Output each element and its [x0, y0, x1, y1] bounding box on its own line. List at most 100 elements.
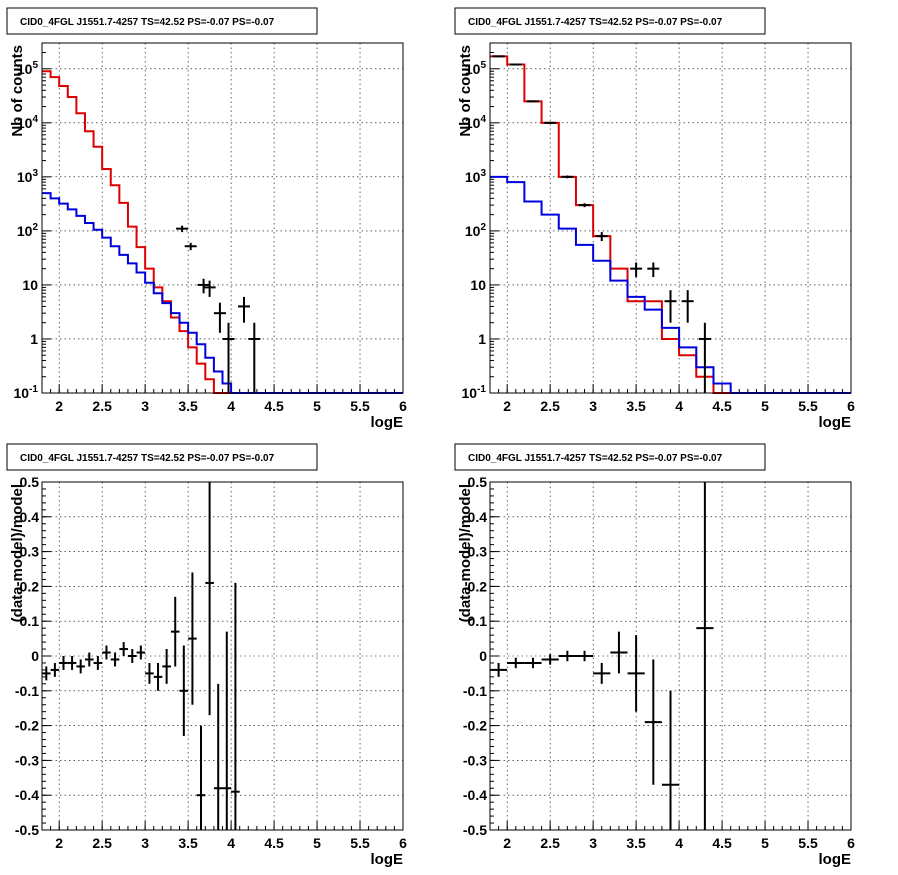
- y-axis-label: (data-model)/model: [9, 484, 26, 622]
- x-tick-label: 6: [399, 398, 407, 414]
- y-tick-label: 0.4: [468, 509, 488, 525]
- x-axis-label: logE: [819, 851, 852, 868]
- x-tick-label: 5: [761, 398, 769, 414]
- x-tick-label: 4.5: [264, 835, 284, 851]
- x-tick-label: 3: [141, 835, 149, 851]
- plot-bottom-right: CID0_4FGL J1551.7-4257 TS=42.52 PS=-0.07…: [454, 443, 855, 868]
- x-tick-label: 5.5: [798, 835, 818, 851]
- x-tick-label: 5: [313, 835, 321, 851]
- y-tick-label: 10: [22, 277, 38, 293]
- y-tick-label: -0.1: [15, 683, 39, 699]
- y-tick-label: 0: [479, 648, 487, 664]
- plot-frame: [41, 42, 404, 394]
- x-tick-label: 5.5: [798, 398, 818, 414]
- y-tick-label: -0.1: [463, 683, 487, 699]
- y-tick-label: -0.4: [463, 787, 487, 803]
- x-tick-label: 4.5: [264, 398, 284, 414]
- y-tick-label: -0.5: [463, 822, 487, 838]
- y-tick-label: -0.3: [15, 752, 39, 768]
- chart-title: CID0_4FGL J1551.7-4257 TS=42.52 PS=-0.07…: [468, 17, 723, 28]
- y-tick-label: 102: [17, 222, 39, 239]
- x-tick-label: 2.5: [92, 398, 112, 414]
- x-tick-label: 2: [503, 835, 511, 851]
- y-tick-label: 105: [465, 60, 487, 77]
- chart-title: CID0_4FGL J1551.7-4257 TS=42.52 PS=-0.07…: [20, 17, 275, 28]
- plot-bottom-left: CID0_4FGL J1551.7-4257 TS=42.52 PS=-0.07…: [6, 443, 407, 868]
- x-tick-label: 2: [55, 398, 63, 414]
- y-tick-label: 0.4: [20, 509, 40, 525]
- x-tick-label: 3.5: [626, 398, 646, 414]
- x-tick-label: 5: [313, 398, 321, 414]
- chart-title: CID0_4FGL J1551.7-4257 TS=42.52 PS=-0.07…: [468, 453, 723, 464]
- x-tick-label: 6: [847, 398, 855, 414]
- plot-frame: [489, 42, 852, 394]
- y-tick-label: 10-1: [462, 384, 487, 401]
- x-tick-label: 2: [503, 398, 511, 414]
- y-tick-label: 10-1: [14, 384, 39, 401]
- y-tick-label: 10: [470, 277, 486, 293]
- plot-top-left: CID0_4FGL J1551.7-4257 TS=42.52 PS=-0.07…: [6, 7, 407, 431]
- y-tick-label: 103: [17, 168, 39, 185]
- y-tick-label: 1: [478, 331, 486, 347]
- title-box: [6, 443, 318, 471]
- series-line: [42, 192, 403, 394]
- y-axis-label: Nb of counts: [9, 45, 26, 137]
- y-tick-label: 0.5: [20, 474, 40, 490]
- x-tick-label: 4: [227, 835, 235, 851]
- y-tick-label: 0.1: [468, 613, 488, 629]
- series-line: [490, 175, 851, 394]
- title-box: [6, 7, 318, 35]
- y-tick-label: 102: [465, 222, 487, 239]
- y-tick-label: 104: [17, 114, 39, 131]
- y-tick-label: 0.5: [468, 474, 488, 490]
- x-tick-label: 3.5: [178, 398, 198, 414]
- x-tick-label: 3: [589, 398, 597, 414]
- x-tick-label: 4: [675, 398, 683, 414]
- y-tick-label: 0.1: [20, 613, 40, 629]
- x-tick-label: 5.5: [350, 398, 370, 414]
- chart-title: CID0_4FGL J1551.7-4257 TS=42.52 PS=-0.07…: [20, 453, 275, 464]
- x-tick-label: 3: [141, 398, 149, 414]
- y-tick-label: -0.2: [15, 718, 39, 734]
- x-axis-label: logE: [819, 414, 852, 431]
- x-tick-label: 4.5: [712, 835, 732, 851]
- plot-top-right: CID0_4FGL J1551.7-4257 TS=42.52 PS=-0.07…: [454, 7, 855, 431]
- x-tick-label: 5: [761, 835, 769, 851]
- y-tick-label: -0.3: [463, 752, 487, 768]
- x-tick-label: 5.5: [350, 835, 370, 851]
- x-tick-label: 2.5: [540, 835, 560, 851]
- x-tick-label: 2.5: [540, 398, 560, 414]
- x-tick-label: 4: [675, 835, 683, 851]
- y-tick-label: 0: [31, 648, 39, 664]
- title-box: [454, 7, 766, 35]
- title-box: [454, 443, 766, 471]
- x-tick-label: 6: [399, 835, 407, 851]
- plot-frame: [41, 481, 404, 831]
- y-tick-label: 104: [465, 114, 487, 131]
- y-axis-label: Nb of counts: [457, 45, 474, 137]
- y-tick-label: -0.5: [15, 822, 39, 838]
- x-tick-label: 4.5: [712, 398, 732, 414]
- series-line: [42, 70, 403, 394]
- plot-frame: [489, 481, 852, 831]
- y-tick-label: 103: [465, 168, 487, 185]
- x-tick-label: 2: [55, 835, 63, 851]
- y-tick-label: 0.3: [20, 544, 40, 560]
- x-tick-label: 4: [227, 398, 235, 414]
- x-tick-label: 6: [847, 835, 855, 851]
- y-axis-label: (data-model)/model: [457, 484, 474, 622]
- x-axis-label: logE: [371, 851, 404, 868]
- y-tick-label: 0.2: [468, 578, 488, 594]
- y-tick-label: 0.3: [468, 544, 488, 560]
- x-tick-label: 3: [589, 835, 597, 851]
- x-tick-label: 3.5: [178, 835, 198, 851]
- series-line: [490, 55, 851, 394]
- x-tick-label: 3.5: [626, 835, 646, 851]
- y-tick-label: 1: [30, 331, 38, 347]
- y-tick-label: 105: [17, 60, 39, 77]
- x-axis-label: logE: [371, 414, 404, 431]
- y-tick-label: 0.2: [20, 578, 40, 594]
- y-tick-label: -0.4: [15, 787, 39, 803]
- x-tick-label: 2.5: [92, 835, 112, 851]
